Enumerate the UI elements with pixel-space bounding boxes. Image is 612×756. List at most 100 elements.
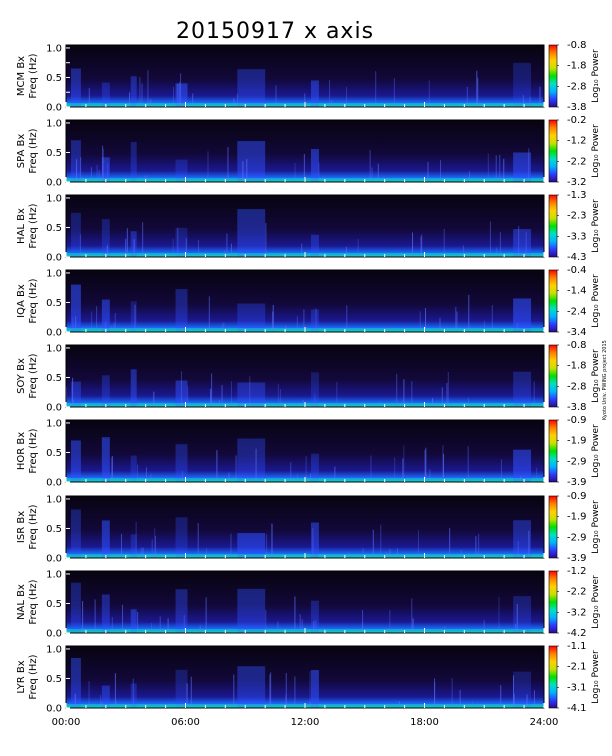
streak — [303, 309, 305, 332]
streak — [74, 693, 76, 708]
y-tick-label: 0.5 — [46, 298, 62, 309]
streak — [208, 296, 210, 332]
colorbar-tick-label: -0.9 — [567, 491, 587, 502]
burst-band — [130, 683, 137, 708]
streak — [411, 598, 413, 633]
freq-axis-label: Freq (Hz) — [28, 579, 39, 624]
streak — [147, 70, 149, 107]
streak — [255, 448, 257, 482]
streak — [265, 610, 267, 633]
streak — [133, 239, 135, 257]
burst-band — [237, 533, 266, 558]
streak — [432, 398, 434, 407]
streak — [167, 618, 169, 633]
burst-band — [130, 455, 137, 482]
streak — [469, 171, 471, 182]
streak — [489, 221, 491, 257]
x-tick-label: 18:00 — [410, 717, 439, 728]
y-tick-label: 0.0 — [46, 253, 62, 264]
y-tick-label: 1.0 — [46, 569, 62, 580]
colorbar-label: Log₁₀ Power — [591, 424, 601, 478]
colorbar — [548, 645, 558, 709]
streak — [177, 83, 179, 107]
colorbar-tick-label: -2.9 — [567, 532, 587, 543]
burst-band — [310, 372, 319, 407]
y-tick-label: 0.0 — [46, 704, 62, 715]
spectrogram-image — [66, 646, 544, 708]
streak — [186, 683, 188, 708]
colorbar-tick-label: -4.1 — [567, 703, 587, 714]
streak — [210, 388, 212, 407]
streak — [539, 86, 541, 107]
colorbar-label: Log₁₀ Power — [591, 124, 601, 178]
y-tick-label: 0.0 — [46, 629, 62, 640]
burst-band — [70, 509, 81, 558]
streak — [75, 316, 77, 332]
y-tick-label: 0.0 — [46, 554, 62, 565]
streak — [111, 457, 113, 482]
y-tick-label: 1.0 — [46, 343, 62, 354]
streak — [154, 535, 156, 558]
streak — [362, 609, 364, 633]
streak — [249, 376, 251, 407]
colorbar-tick-label: -1.9 — [567, 512, 587, 523]
burst-band — [70, 284, 81, 332]
streak — [134, 304, 136, 332]
colorbar-tick-label: -3.2 — [567, 607, 587, 618]
station-label: MCM Bx — [16, 56, 27, 96]
y-tick-label: 1.0 — [46, 418, 62, 429]
colorbar-label: Log₁₀ Power — [591, 575, 601, 629]
streak — [533, 690, 535, 708]
burst-band — [513, 671, 532, 708]
freq-axis-label: Freq (Hz) — [28, 428, 39, 473]
streak — [315, 619, 317, 633]
burst-band — [175, 517, 188, 558]
streak — [517, 540, 519, 558]
streak — [180, 73, 182, 107]
streak — [206, 547, 208, 558]
streak — [514, 624, 516, 633]
streak — [137, 612, 139, 633]
streak — [114, 313, 116, 332]
burst-band — [175, 159, 188, 182]
streak — [233, 674, 235, 708]
streak — [79, 234, 81, 257]
burst-band — [513, 62, 532, 107]
streak — [228, 472, 230, 482]
streak — [294, 596, 296, 633]
streak — [459, 689, 461, 708]
station-label: SOY Bx — [16, 358, 27, 394]
station-label: ISR Bx — [16, 511, 27, 543]
streak — [467, 446, 469, 482]
streak — [277, 621, 279, 633]
colorbar-label: Log₁₀ Power — [591, 500, 601, 554]
burst-band — [310, 453, 319, 482]
streak — [380, 524, 382, 558]
colorbar — [548, 419, 558, 483]
panel-isr: 0.0 0.5 1.0 ISR Bx Freq (Hz) -0.9 -1.9 -2.9 -3.9… — [16, 491, 601, 565]
burst-band — [513, 152, 532, 182]
colorbar — [548, 194, 558, 258]
x-tick-label: 12:00 — [291, 717, 320, 728]
burst-band — [310, 600, 319, 633]
colorbar-tick-label: -3.9 — [567, 477, 587, 488]
streak — [513, 694, 515, 708]
streak — [88, 681, 90, 708]
streak — [487, 153, 489, 182]
streak — [377, 163, 379, 182]
colorbar — [548, 269, 558, 333]
freq-axis-label: Freq (Hz) — [28, 504, 39, 549]
streak — [296, 316, 298, 332]
streak — [334, 466, 336, 482]
streak — [207, 151, 209, 182]
streak — [197, 239, 199, 257]
streak — [266, 534, 268, 558]
streak — [126, 228, 128, 257]
burst-band — [70, 657, 81, 708]
streak — [500, 685, 502, 708]
burst-band — [101, 219, 110, 257]
burst-band — [310, 522, 319, 558]
streak — [312, 528, 314, 558]
burst-band — [175, 289, 188, 332]
colorbar-tick-label: -2.2 — [567, 587, 587, 598]
